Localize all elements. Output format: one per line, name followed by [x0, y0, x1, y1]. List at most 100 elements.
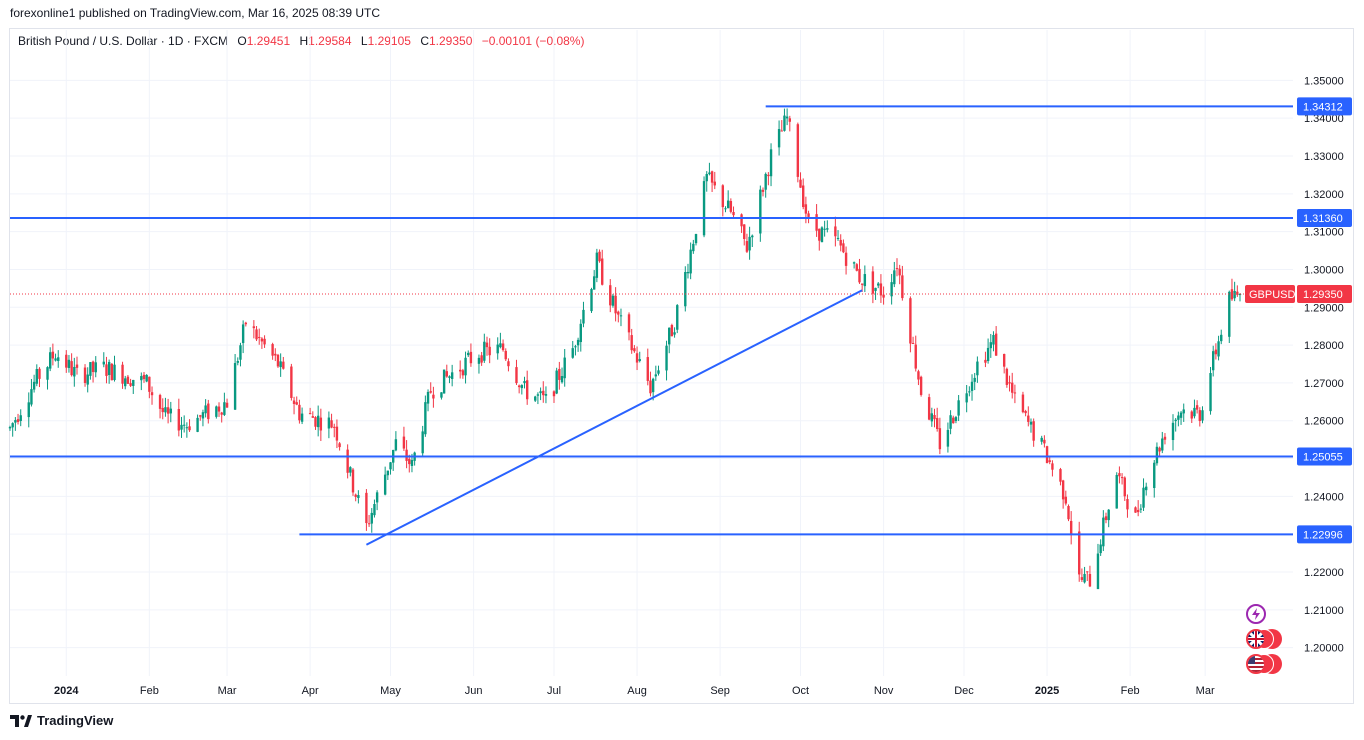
candle-body — [426, 391, 430, 404]
horizontal-level-label: 1.31360 — [1303, 213, 1343, 225]
candle-body — [986, 347, 990, 362]
horizontal-level-tag — [1297, 97, 1352, 116]
candle-body — [992, 335, 995, 345]
lightning-icon[interactable] — [1246, 604, 1266, 624]
candle-body — [73, 366, 76, 377]
tradingview-logo-icon — [10, 714, 32, 727]
candle-body — [973, 377, 976, 382]
candle-body — [914, 344, 917, 369]
candle-body — [954, 417, 958, 422]
candle-body — [327, 417, 331, 429]
candle-body — [458, 369, 462, 372]
candle-body — [740, 214, 743, 227]
candle-body — [1029, 421, 1033, 425]
candle-body — [65, 354, 68, 368]
candle-body — [1182, 409, 1185, 414]
candle-body — [290, 366, 293, 398]
candle-body — [552, 391, 556, 397]
candle-body — [571, 348, 574, 358]
candle-body — [724, 208, 727, 210]
trendline[interactable] — [365, 289, 863, 546]
candle-body — [879, 283, 883, 296]
y-tick-label: 1.21000 — [1304, 605, 1344, 617]
candle-body — [745, 241, 749, 252]
candle-body — [483, 341, 486, 361]
candle-body — [976, 361, 979, 376]
candle-body — [799, 179, 802, 188]
candle-body — [785, 116, 789, 119]
horizontal-level-label: 1.34312 — [1303, 101, 1343, 113]
candle-body — [965, 393, 968, 403]
candle-body — [89, 362, 92, 376]
current-price-label: 1.29350 — [1303, 289, 1343, 301]
candle-body — [842, 243, 845, 253]
candle-body — [177, 408, 181, 431]
x-tick-label: Sep — [710, 685, 730, 697]
candle-body — [1139, 508, 1143, 510]
candle-body — [855, 264, 858, 271]
x-tick-label: Mar — [218, 685, 237, 697]
candle-body — [638, 359, 641, 362]
candle-body — [448, 376, 451, 378]
candle-body — [1115, 474, 1118, 509]
candle-body — [780, 130, 783, 132]
uk-flag-event-icon[interactable] — [1246, 629, 1266, 649]
candle-body — [182, 424, 186, 426]
candle-body — [989, 342, 992, 349]
candle-body — [346, 449, 349, 473]
candle-body — [180, 424, 183, 430]
legend-high-label: H — [299, 34, 309, 48]
candle-body — [788, 118, 792, 122]
candle-body — [901, 275, 904, 299]
candle-body — [319, 417, 323, 431]
candle-body — [499, 343, 502, 348]
candle-body — [1118, 473, 1121, 477]
y-tick-label: 1.29000 — [1304, 302, 1344, 314]
candle-body — [1201, 410, 1204, 421]
legend-symbol[interactable]: British Pound / U.S. Dollar · 1D · FXCM — [18, 34, 229, 48]
candle-body — [1214, 349, 1218, 355]
candle-body — [110, 363, 114, 381]
candle-body — [927, 397, 931, 420]
us-flag-event-icon[interactable] — [1246, 654, 1266, 674]
x-tick-label: 2025 — [1035, 685, 1059, 697]
candle-body — [563, 357, 566, 379]
candle-body — [1040, 437, 1043, 442]
candle-body — [402, 436, 406, 449]
candle-body — [258, 336, 261, 338]
candle-body — [525, 380, 529, 400]
candle-body — [515, 367, 518, 384]
candle-body — [501, 343, 505, 351]
candle-body — [276, 354, 280, 367]
candle-body — [539, 391, 542, 394]
candle-body — [1051, 463, 1054, 470]
symbol-price-tag-label: GBPUSD — [1249, 289, 1296, 301]
candle-body — [761, 189, 765, 192]
candle-body — [469, 351, 473, 364]
candle-body — [898, 268, 901, 276]
candle-body — [874, 287, 877, 291]
tradingview-logo[interactable]: TradingView — [10, 713, 113, 728]
candle-body — [893, 270, 896, 285]
candle-body — [1011, 382, 1014, 393]
candle-body — [164, 407, 167, 413]
candle-body — [464, 357, 467, 376]
candle-body — [555, 370, 558, 394]
candle-body — [354, 494, 357, 497]
candle-body — [917, 371, 920, 380]
candle-body — [121, 364, 124, 384]
x-tick-label: Mar — [1196, 685, 1215, 697]
y-tick-label: 1.24000 — [1304, 491, 1344, 503]
candle-body — [769, 149, 773, 177]
candle-body — [957, 400, 960, 416]
y-tick-label: 1.33000 — [1304, 151, 1344, 163]
candle-body — [225, 402, 229, 408]
legend-low-value: 1.29105 — [367, 34, 411, 48]
candle-body — [126, 376, 130, 384]
candle-body — [57, 357, 60, 361]
candle-body — [839, 239, 842, 246]
candle-body — [970, 381, 974, 391]
candle-body — [558, 368, 561, 380]
candle-body — [654, 374, 658, 377]
